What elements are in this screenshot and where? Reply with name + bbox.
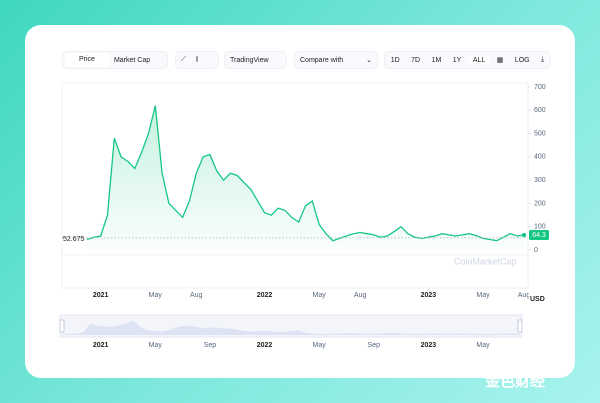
range-button[interactable]: 7D [411,56,421,64]
y-tick-label: 0 [534,247,538,254]
line-icon[interactable]: ⟋ [181,56,186,63]
y-tick-label: 400 [534,154,546,161]
x-tick-label: Aug [354,292,367,299]
x-tick-label: May [149,292,163,299]
plot-frame [61,82,529,289]
compare-dropdown[interactable]: Compare with ⌄ [294,51,378,69]
navigator-area [62,320,520,335]
price-toggle[interactable]: Price Market Cap [62,51,168,69]
range-button[interactable]: 1D [390,56,400,64]
navigator-label: 2021 [93,342,109,349]
x-tick-label: 2022 [257,292,273,299]
navigator-label: May [313,342,327,349]
x-tick-label: Aug [190,292,203,299]
range-button[interactable]: 1M [431,56,442,64]
navigator-label: Sep [204,342,217,349]
log-button[interactable]: LOG [514,56,530,64]
tradingview-label: TradingView [230,56,269,64]
navigator-label: Sep [368,342,381,349]
area [87,105,524,250]
logo: 金色财经 [485,372,546,390]
navigator-handle[interactable] [517,319,523,333]
y-tick-label: 600 [534,107,546,114]
compare-label: Compare with [300,56,344,64]
y-tick-label: 300 [534,177,546,184]
market-cap-tab[interactable]: Market Cap [113,56,151,64]
currency: USD [530,296,545,303]
navigator-label: May [149,342,163,349]
calendar-icon[interactable]: ▦ [496,57,504,64]
navigator-label: 2023 [421,342,437,349]
chevron: ⌄ [366,57,372,64]
y-tick-label: 200 [534,200,546,207]
watermark: CoinMarketCap [454,256,517,266]
range-bar: 1D 7D 1M 1Y ALL ▦ LOG ⤓ [384,51,551,69]
candle-icon[interactable]: ⫾ [195,56,199,63]
x-tick-label: Aug [518,292,531,299]
x-tick-label: May [313,292,327,299]
price-line [86,105,525,242]
chart-style[interactable]: ⟋ ⫾ [175,51,219,69]
y-tick-label: 500 [534,130,546,137]
tradingview-button[interactable]: TradingView [224,51,287,69]
navigator-handle[interactable] [59,319,65,333]
download-icon[interactable]: ⤓ [541,56,545,63]
y-tick-label: 700 [534,84,546,91]
x-tick-label: 2023 [421,292,437,299]
navigator-label: 2022 [257,342,273,349]
x-tick-label: 2021 [93,292,109,299]
last-price: 64.3 [532,232,546,239]
reference-label: 52.675 [63,236,85,243]
x-tick-label: May [476,292,490,299]
y-tick-label: 100 [534,224,546,231]
navigator-label: May [476,342,490,349]
price-tab[interactable]: Price [65,53,109,67]
last-point [521,232,527,238]
last-price-tag [529,230,549,241]
range-button[interactable]: ALL [467,56,491,64]
range-button[interactable]: 1Y [452,56,462,64]
